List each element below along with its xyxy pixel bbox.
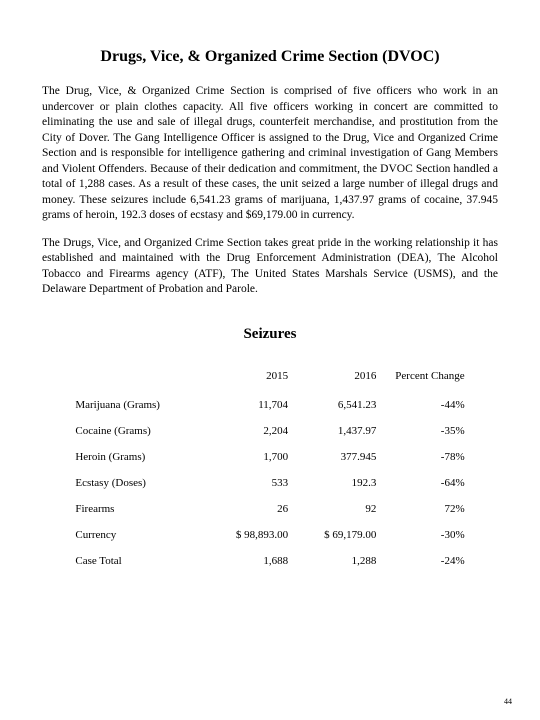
col-header-pct: Percent Change xyxy=(382,365,470,392)
row-2015: 1,688 xyxy=(206,548,294,574)
table-header-row: 2015 2016 Percent Change xyxy=(69,365,470,392)
row-label: Firearms xyxy=(69,496,205,522)
page-title: Drugs, Vice, & Organized Crime Section (… xyxy=(42,48,498,66)
table-row: Case Total1,6881,288-24% xyxy=(69,548,470,574)
row-2015: 2,204 xyxy=(206,418,294,444)
row-2015: 26 xyxy=(206,496,294,522)
col-header-2015: 2015 xyxy=(206,365,294,392)
col-header-2016: 2016 xyxy=(294,365,382,392)
row-2016: 192.3 xyxy=(294,470,382,496)
row-pct: -24% xyxy=(382,548,470,574)
row-2016: 1,437.97 xyxy=(294,418,382,444)
row-label: Currency xyxy=(69,522,205,548)
row-label: Ecstasy (Doses) xyxy=(69,470,205,496)
row-2015: 11,704 xyxy=(206,392,294,418)
row-label: Case Total xyxy=(69,548,205,574)
paragraph-2: The Drugs, Vice, and Organized Crime Sec… xyxy=(42,236,498,298)
row-2015: $ 98,893.00 xyxy=(206,522,294,548)
page-number: 44 xyxy=(504,697,512,706)
row-2016: $ 69,179.00 xyxy=(294,522,382,548)
row-pct: -78% xyxy=(382,444,470,470)
table-row: Heroin (Grams)1,700377.945-78% xyxy=(69,444,470,470)
row-label: Marijuana (Grams) xyxy=(69,392,205,418)
paragraph-1: The Drug, Vice, & Organized Crime Sectio… xyxy=(42,84,498,224)
row-label: Heroin (Grams) xyxy=(69,444,205,470)
row-pct: -44% xyxy=(382,392,470,418)
row-pct: -35% xyxy=(382,418,470,444)
row-2016: 1,288 xyxy=(294,548,382,574)
seizures-title: Seizures xyxy=(42,326,498,343)
row-2016: 92 xyxy=(294,496,382,522)
row-pct: -64% xyxy=(382,470,470,496)
table-row: Marijuana (Grams)11,7046,541.23-44% xyxy=(69,392,470,418)
row-2015: 533 xyxy=(206,470,294,496)
row-2016: 377.945 xyxy=(294,444,382,470)
seizures-table: 2015 2016 Percent Change Marijuana (Gram… xyxy=(69,365,470,574)
table-row: Ecstasy (Doses)533192.3-64% xyxy=(69,470,470,496)
row-label: Cocaine (Grams) xyxy=(69,418,205,444)
row-2016: 6,541.23 xyxy=(294,392,382,418)
table-row: Firearms269272% xyxy=(69,496,470,522)
row-pct: 72% xyxy=(382,496,470,522)
row-pct: -30% xyxy=(382,522,470,548)
col-header-label xyxy=(69,365,205,392)
row-2015: 1,700 xyxy=(206,444,294,470)
table-row: Cocaine (Grams)2,2041,437.97-35% xyxy=(69,418,470,444)
table-row: Currency$ 98,893.00$ 69,179.00-30% xyxy=(69,522,470,548)
